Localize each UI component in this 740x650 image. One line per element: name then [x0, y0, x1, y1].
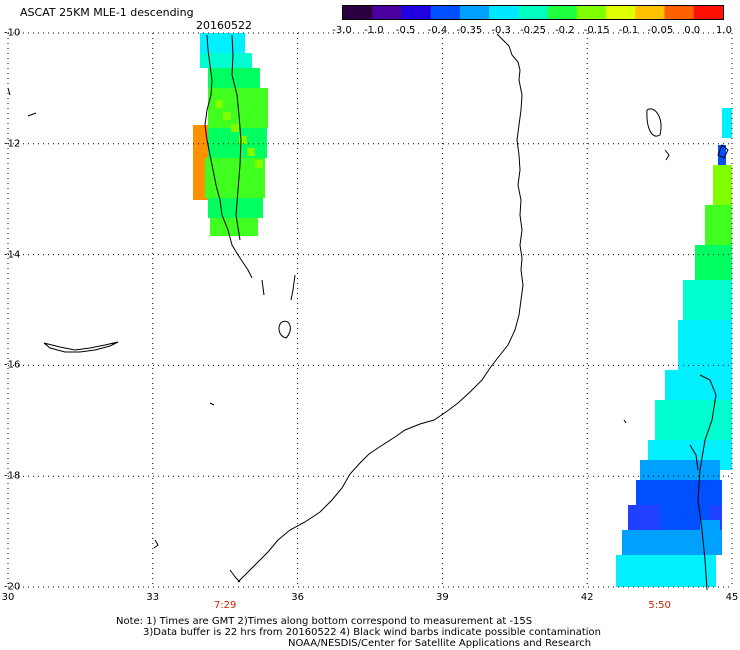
- wind-swaths: [193, 33, 732, 587]
- colorbar-swatch: [547, 6, 578, 19]
- wind-cell: [231, 124, 239, 132]
- colorbar-label: 0.0: [684, 25, 701, 36]
- y-axis-label: -10: [4, 27, 21, 39]
- y-axis-label: -20: [4, 581, 21, 593]
- wind-cell: [205, 128, 267, 158]
- colorbar: [342, 5, 724, 20]
- wind-cell: [208, 68, 260, 88]
- colorbar-swatch: [372, 6, 402, 19]
- footnote-line2: 3)Data buffer is 22 hrs from 20160522 4)…: [143, 627, 601, 638]
- x-axis-label: 30: [1, 592, 15, 603]
- colorbar-label: -0.35: [456, 25, 483, 36]
- pass-time-label: 5:50: [648, 600, 671, 611]
- y-axis-label: -14: [4, 249, 21, 261]
- footnote: Note: 1) Times are GMT 2)Times along bot…: [116, 616, 601, 649]
- wind-cell: [722, 108, 732, 138]
- footnote-line3: NOAA/NESDIS/Center for Satellite Applica…: [288, 638, 592, 649]
- wind-cell: [616, 555, 716, 587]
- pass-time-label: 7:29: [213, 600, 237, 611]
- x-axis-label: 33: [146, 592, 160, 603]
- colorbar-label: -0.3: [491, 25, 511, 36]
- wind-cell: [200, 33, 245, 53]
- colorbar-swatch: [693, 6, 723, 19]
- y-axis-label: -16: [4, 359, 21, 371]
- y-axis-label: -12: [4, 138, 21, 150]
- colorbar-swatch: [489, 6, 519, 19]
- colorbar-label: -3.0: [332, 25, 352, 36]
- wind-cell: [255, 160, 263, 168]
- colorbar-label: -0.1: [618, 25, 639, 36]
- wind-cell: [200, 53, 252, 68]
- wind-cell: [223, 112, 231, 120]
- wind-cell: [678, 320, 732, 370]
- colorbar-swatch: [430, 6, 461, 19]
- lat-lon-grid: [7, 32, 733, 588]
- colorbar-swatch: [606, 6, 636, 19]
- wind-cell: [247, 148, 255, 156]
- wind-cell: [215, 100, 223, 108]
- colorbar-label: -0.4: [427, 25, 448, 36]
- colorbar-swatch: [401, 6, 432, 19]
- colorbar-swatch: [343, 6, 373, 19]
- colorbar-swatch: [635, 6, 666, 19]
- map-plot: [7, 32, 733, 591]
- colorbar-label: -0.5: [395, 25, 416, 36]
- x-axis-label: 36: [291, 592, 304, 603]
- wind-cell: [705, 205, 732, 245]
- colorbar-label: -0.05: [647, 25, 674, 36]
- colorbar-label: -0.2: [555, 25, 575, 36]
- colorbar-labels: -3.0 -1.0 -0.5 -0.4 -0.35 -0.3 -0.25 -0.2 -0.15-…: [326, 25, 740, 37]
- wind-cell: [718, 145, 726, 165]
- coastline: [7, 33, 729, 591]
- colorbar-swatch: [576, 6, 607, 19]
- colorbar-swatch: [459, 6, 490, 19]
- colorbar-label: -0.25: [520, 25, 546, 36]
- colorbar-swatch: [664, 6, 695, 19]
- map-date: 20160522: [196, 19, 252, 32]
- colorbar-swatch: [518, 6, 549, 19]
- wind-cell: [700, 520, 720, 550]
- x-axis-label: 42: [580, 592, 594, 603]
- wind-cell: [655, 400, 732, 440]
- colorbar-label: 1.0: [716, 25, 732, 36]
- y-axis-label: -18: [4, 470, 21, 482]
- colorbar-label: -0.15: [583, 25, 610, 36]
- wind-cell: [683, 280, 732, 320]
- x-axis-label: 45: [725, 592, 739, 603]
- map-title: ASCAT 25KM MLE-1 descending: [20, 6, 194, 19]
- colorbar-label: -1.0: [364, 25, 384, 36]
- wind-cell: [239, 136, 247, 144]
- wind-cell: [640, 460, 720, 480]
- x-axis-label: 39: [436, 592, 449, 603]
- wind-cell: [210, 218, 258, 236]
- wind-cell: [713, 165, 732, 205]
- footnote-line1: Note: 1) Times are GMT 2)Times along bot…: [116, 616, 533, 627]
- wind-cell: [193, 125, 208, 200]
- wind-cell: [695, 245, 732, 280]
